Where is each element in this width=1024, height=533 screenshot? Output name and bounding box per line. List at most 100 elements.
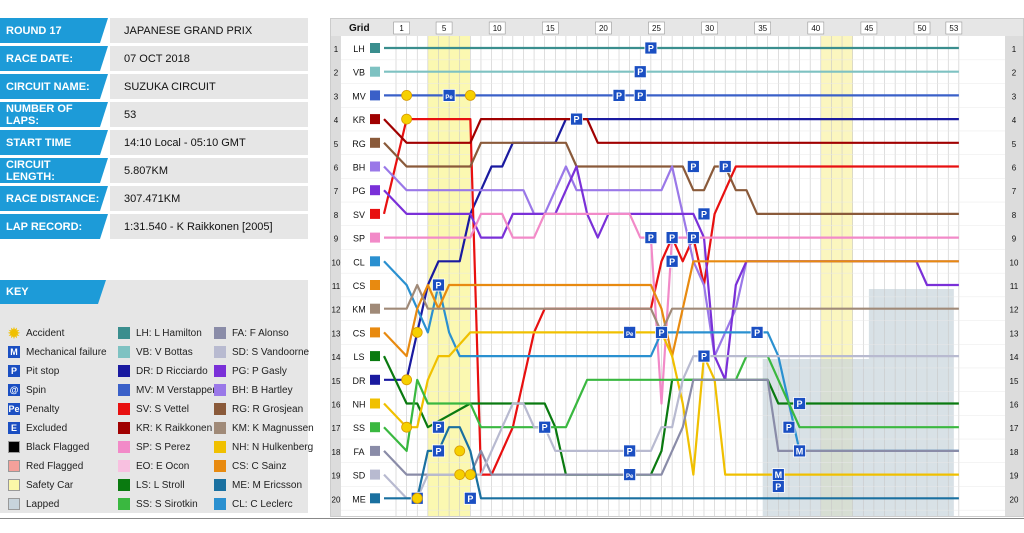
key-label: SP: S Perez	[136, 441, 191, 453]
key-label: SV: S Vettel	[136, 403, 189, 415]
left-strip	[331, 36, 341, 516]
driver-swatch	[214, 384, 226, 396]
legend-item: E Excluded	[8, 421, 67, 435]
accident-icon	[411, 326, 423, 338]
legend-item: Lapped	[8, 497, 59, 511]
key-label: NH: N Hulkenberg	[232, 441, 314, 453]
driver-swatch	[118, 403, 130, 415]
driver-swatch	[118, 365, 130, 377]
position-number: 20	[332, 495, 341, 504]
grid-driver-code: VB	[353, 68, 365, 78]
driver-swatch	[214, 327, 226, 339]
lap-tick-box	[913, 21, 931, 35]
series-line	[383, 117, 959, 144]
grid-driver-swatch	[370, 469, 380, 480]
driver-item: RG: R Grosjean	[214, 402, 303, 416]
legend-item: ✹ Accident	[8, 325, 65, 341]
driver-item: CL: C Leclerc	[214, 497, 293, 511]
accident-icon	[401, 90, 413, 101]
marker-label: P	[648, 233, 654, 243]
marker-label: P	[786, 423, 792, 433]
driver-item: DR: D Ricciardo	[118, 364, 208, 378]
info-value: 1:31.540 - K Raikkonen [2005]	[110, 214, 308, 239]
driver-swatch	[214, 403, 226, 415]
driver-swatch	[118, 479, 130, 491]
grid-driver-code: CS	[353, 328, 366, 338]
grid-driver-swatch	[370, 445, 380, 456]
footer-line	[0, 518, 1024, 519]
driver-item: NH: N Hulkenberg	[214, 440, 313, 454]
position-number: 9	[334, 235, 339, 244]
key-label: VB: V Bottas	[136, 346, 193, 358]
position-number: 10	[332, 258, 341, 267]
key-label: Safety Car	[26, 479, 74, 491]
legend-item: @ Spin	[8, 383, 46, 397]
lap-tick-box	[542, 21, 559, 35]
marker-label: P	[435, 446, 441, 456]
marker-icon	[697, 207, 711, 221]
grid-driver-code: DR	[353, 376, 366, 386]
marker-label: Pe	[626, 474, 634, 480]
driver-item: SD: S Vandoorne	[214, 345, 309, 359]
info-label: CIRCUIT LENGTH:	[0, 158, 108, 183]
driver-item: LH: L Hamilton	[118, 326, 202, 340]
key-label: SD: S Vandoorne	[232, 346, 310, 358]
marker-icon	[570, 112, 583, 126]
key-label: SS: S Sirotkin	[136, 498, 198, 510]
info-value: 07 OCT 2018	[110, 46, 308, 71]
lap-tick-box	[945, 21, 963, 35]
position-number: 1	[334, 45, 339, 54]
key-label: LH: L Hamilton	[136, 327, 202, 339]
marker-label: P	[542, 423, 548, 433]
marker-icon	[750, 325, 764, 339]
position-number: 8	[334, 211, 339, 220]
driver-swatch	[118, 422, 130, 434]
key-title: KEY	[0, 280, 106, 304]
key-label: KR: K Raikkonen	[136, 422, 213, 434]
key-label: Accident	[26, 327, 65, 339]
marker-label: P	[701, 209, 707, 219]
driver-swatch	[214, 422, 226, 434]
driver-swatch	[214, 346, 226, 358]
driver-item: KM: K Magnussen	[214, 421, 314, 435]
series-line	[383, 165, 959, 358]
marker-label: P	[435, 281, 441, 291]
marker-label: P	[627, 446, 633, 456]
key-label: FA: F Alonso	[232, 327, 289, 339]
key-label: MV: M Verstappen	[136, 384, 218, 396]
key-label: Black Flagged	[26, 441, 90, 453]
marker-icon	[633, 65, 647, 79]
lap-tick-label: 30	[705, 24, 714, 33]
driver-swatch	[214, 498, 226, 510]
driver-item: EO: E Ocon	[118, 459, 189, 473]
grid-driver-swatch	[370, 327, 380, 338]
grid-driver-code: SS	[353, 423, 365, 433]
grid-driver-code: NH	[353, 400, 366, 410]
position-number-right: 12	[1010, 306, 1019, 315]
position-number: 2	[334, 69, 339, 78]
marker-icon	[633, 89, 647, 102]
driver-swatch	[214, 479, 226, 491]
marker-label: P	[690, 162, 696, 172]
info-row: ROUND 17 JAPANESE GRAND PRIX	[0, 18, 308, 46]
driver-item: PG: P Gasly	[214, 364, 287, 378]
marker-label: P	[467, 494, 473, 504]
info-value: 5.807KM	[110, 158, 308, 183]
driver-swatch	[118, 327, 130, 339]
grid-driver-code: KM	[352, 305, 366, 315]
marker-label: P	[574, 115, 580, 125]
info-row: LAP RECORD: 1:31.540 - K Raikkonen [2005]	[0, 214, 308, 242]
accident-icon	[454, 469, 466, 481]
accident-icon	[401, 113, 413, 125]
info-value: SUZUKA CIRCUIT	[110, 74, 308, 99]
info-value: 307.471KM	[110, 186, 308, 211]
position-number-right: 6	[1012, 164, 1017, 173]
accident-icon	[454, 445, 466, 457]
marker-label: P	[648, 44, 654, 54]
grid-driver-swatch	[370, 66, 380, 77]
swatch-icon	[8, 441, 20, 453]
position-number: 4	[334, 116, 339, 125]
grid-driver-swatch	[370, 232, 380, 243]
grid-driver-swatch	[370, 374, 380, 385]
marker-icon	[771, 480, 785, 493]
